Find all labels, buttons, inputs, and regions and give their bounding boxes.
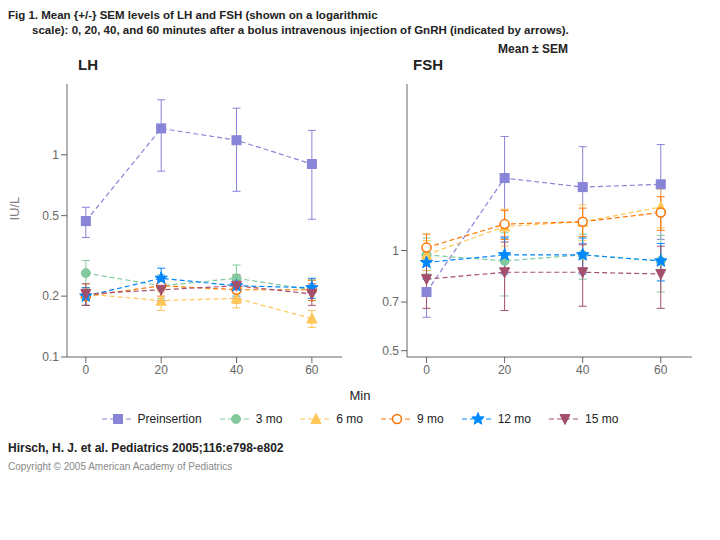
html-text:Min: Min bbox=[349, 388, 371, 403]
html-text:Hirsch, H. J. et al. Pediatric: Hirsch, H. J. et al. Pediatrics 2005;116… bbox=[8, 441, 284, 455]
html-text:9 mo: 9 mo bbox=[417, 412, 444, 426]
svg-text:20: 20 bbox=[154, 363, 168, 377]
svg-text:40: 40 bbox=[230, 363, 244, 377]
html-text:Mean ± SEM: Mean ± SEM bbox=[498, 42, 568, 56]
html-text:6 mo: 6 mo bbox=[336, 412, 363, 426]
svg-text:0.2: 0.2 bbox=[42, 289, 59, 303]
svg-text:60: 60 bbox=[305, 363, 319, 377]
svg-text:60: 60 bbox=[654, 363, 668, 377]
svg-text:1: 1 bbox=[392, 244, 399, 258]
html-text:LH: LH bbox=[78, 56, 98, 73]
svg-text:0.1: 0.1 bbox=[42, 350, 59, 364]
svg-text:1: 1 bbox=[52, 148, 59, 162]
html-text:15 mo: 15 mo bbox=[585, 412, 619, 426]
svg-text:0.5: 0.5 bbox=[382, 344, 399, 358]
html-text:scale): 0, 20, 40, and 60 minu: scale): 0, 20, 40, and 60 minutes after … bbox=[32, 24, 569, 36]
svg-text:20: 20 bbox=[498, 363, 512, 377]
html-text:3 mo: 3 mo bbox=[255, 412, 283, 426]
svg-text:40: 40 bbox=[576, 363, 590, 377]
html-text:12 mo: 12 mo bbox=[497, 412, 531, 426]
html-text:Fig 1. Mean {+/-} SEM levels o: Fig 1. Mean {+/-} SEM levels of LH and F… bbox=[8, 9, 378, 21]
html-text:Copyright © 2005 American Acad: Copyright © 2005 American Academy of Ped… bbox=[8, 461, 233, 472]
svg-text:IU/L: IU/L bbox=[8, 197, 22, 221]
svg-text:0.7: 0.7 bbox=[382, 295, 399, 309]
html-text:Preinsertion: Preinsertion bbox=[137, 412, 202, 426]
svg-text:0.5: 0.5 bbox=[42, 209, 59, 223]
svg-text:0: 0 bbox=[82, 363, 89, 377]
html-text:FSH: FSH bbox=[413, 56, 443, 73]
svg-text:0: 0 bbox=[423, 363, 430, 377]
